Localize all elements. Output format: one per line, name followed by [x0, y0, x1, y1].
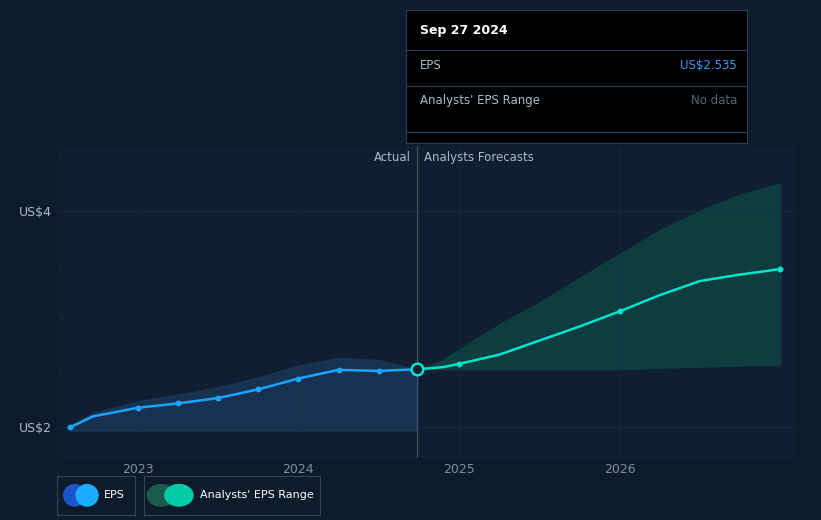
Ellipse shape — [76, 485, 98, 506]
Text: Analysts' EPS Range: Analysts' EPS Range — [200, 490, 314, 500]
Point — [212, 394, 225, 402]
Text: EPS: EPS — [420, 59, 442, 72]
Ellipse shape — [147, 485, 176, 506]
Point — [773, 265, 787, 274]
Point — [410, 365, 424, 373]
Ellipse shape — [64, 485, 85, 506]
Point — [372, 367, 385, 375]
Text: Sep 27 2024: Sep 27 2024 — [420, 23, 507, 36]
Point — [252, 385, 265, 394]
Ellipse shape — [165, 485, 193, 506]
Text: EPS: EPS — [104, 490, 125, 500]
Text: Analysts Forecasts: Analysts Forecasts — [424, 151, 534, 164]
Point — [64, 423, 77, 432]
Text: US$2.535: US$2.535 — [680, 59, 737, 72]
Point — [172, 399, 185, 408]
Point — [332, 366, 345, 374]
Text: Analysts' EPS Range: Analysts' EPS Range — [420, 94, 540, 107]
Point — [613, 307, 626, 316]
Text: Actual: Actual — [374, 151, 410, 164]
Point — [291, 374, 305, 383]
Point — [131, 404, 144, 412]
Point — [452, 360, 466, 368]
Text: No data: No data — [690, 94, 737, 107]
